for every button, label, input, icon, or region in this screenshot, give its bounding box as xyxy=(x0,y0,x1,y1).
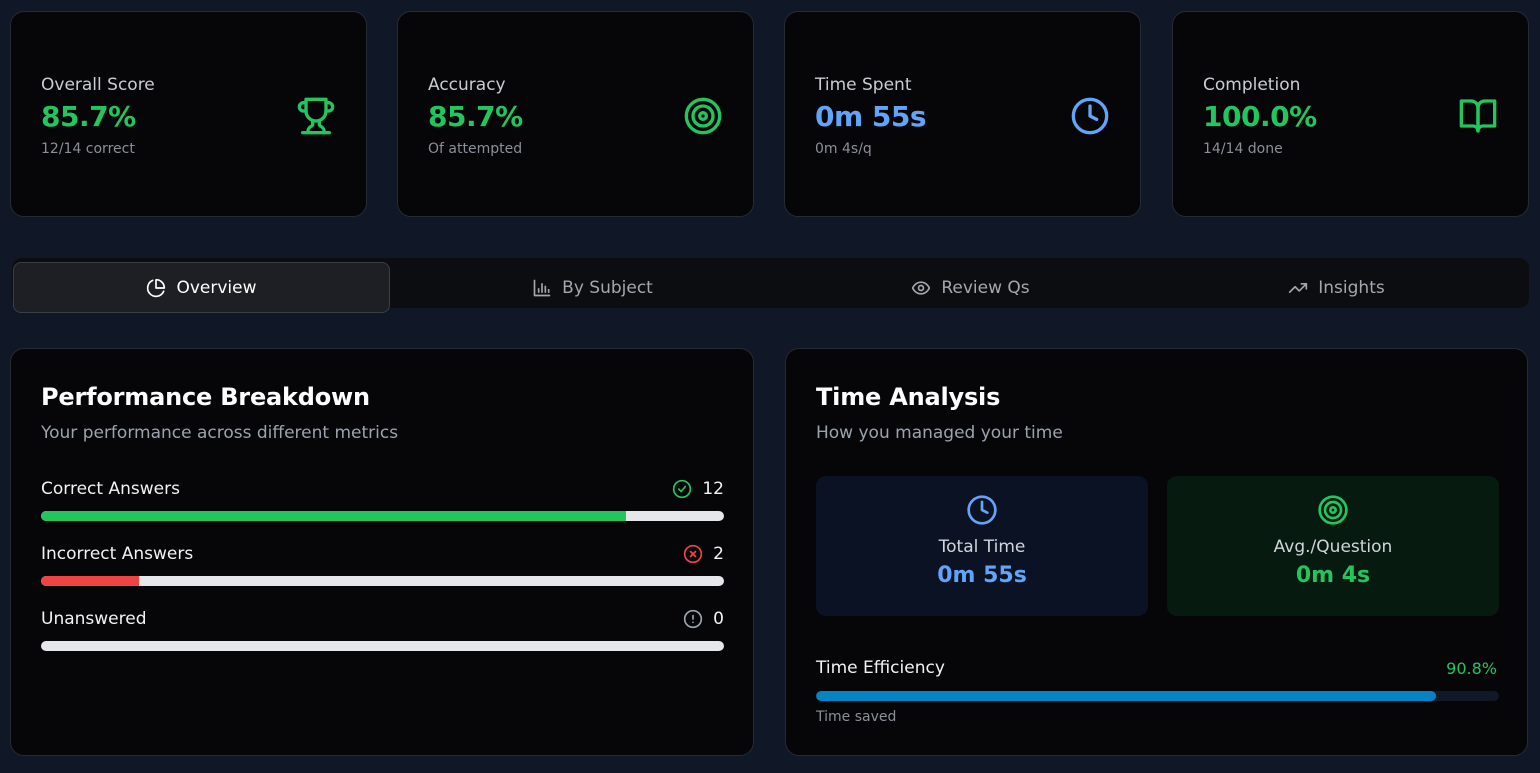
stat-value: 100.0% xyxy=(1203,100,1317,133)
stat-card-time-spent: Time Spent 0m 55s 0m 4s/q xyxy=(784,11,1141,217)
time-efficiency-bar xyxy=(816,691,1499,701)
metric-count: 2 xyxy=(713,544,724,564)
avg-question-label: Avg./Question xyxy=(1273,537,1393,557)
book-open-icon xyxy=(1459,99,1497,133)
stat-sub: Of attempted xyxy=(428,141,523,157)
stat-value: 0m 55s xyxy=(815,100,927,133)
tab-label: By Subject xyxy=(562,277,653,298)
time-efficiency-percent: 90.8% xyxy=(1446,659,1497,678)
avg-question-value: 0m 4s xyxy=(1295,563,1371,588)
metric-count-group: 2 xyxy=(683,544,724,564)
stat-value: 85.7% xyxy=(41,100,136,133)
clock-icon xyxy=(1071,97,1109,135)
metric-incorrect: Incorrect Answers 2 xyxy=(41,544,724,592)
tab-bar: Overview By Subject Review Qs Insights xyxy=(12,258,1529,313)
progress-fill xyxy=(41,511,627,521)
stat-label: Time Spent xyxy=(815,75,912,95)
stat-sub: 14/14 done xyxy=(1203,141,1283,157)
stat-sub: 12/14 correct xyxy=(41,141,135,157)
time-analysis-panel: Time Analysis How you managed your time … xyxy=(785,348,1528,756)
progress-bar xyxy=(41,511,724,521)
avg-question-box: Avg./Question 0m 4s xyxy=(1167,476,1499,616)
x-circle-icon xyxy=(684,544,703,564)
metric-count: 0 xyxy=(713,609,724,629)
stat-card-completion: Completion 100.0% 14/14 done xyxy=(1172,11,1529,217)
target-icon xyxy=(684,97,722,135)
performance-breakdown-panel: Performance Breakdown Your performance a… xyxy=(10,348,754,756)
time-efficiency-sub: Time saved xyxy=(816,709,897,725)
total-time-value: 0m 55s xyxy=(937,563,1027,588)
metric-count-group: 12 xyxy=(672,479,724,499)
metric-label: Incorrect Answers xyxy=(41,544,194,564)
stat-sub: 0m 4s/q xyxy=(815,141,872,157)
metric-unanswered: Unanswered 0 xyxy=(41,609,724,657)
time-efficiency-label: Time Efficiency xyxy=(816,658,945,678)
check-circle-icon xyxy=(673,479,692,499)
clock-icon xyxy=(967,495,997,525)
progress-fill xyxy=(41,576,139,586)
stat-card-overall-score: Overall Score 85.7% 12/14 correct xyxy=(10,11,367,217)
stat-value: 85.7% xyxy=(428,100,523,133)
metric-correct: Correct Answers 12 xyxy=(41,479,724,527)
tab-label: Overview xyxy=(176,277,257,298)
alert-circle-icon xyxy=(684,609,703,629)
total-time-label: Total Time xyxy=(938,537,1026,557)
tab-overview[interactable]: Overview xyxy=(13,262,390,313)
progress-bar xyxy=(41,641,724,651)
stat-label: Completion xyxy=(1203,75,1301,95)
tab-review-qs[interactable]: Review Qs xyxy=(782,262,1159,313)
tab-label: Insights xyxy=(1318,277,1385,298)
trophy-icon xyxy=(297,97,335,135)
metric-count: 12 xyxy=(702,479,724,499)
progress-bar xyxy=(41,576,724,586)
bar-chart-icon xyxy=(533,279,551,296)
stat-label: Accuracy xyxy=(428,75,506,95)
stat-card-accuracy: Accuracy 85.7% Of attempted xyxy=(397,11,754,217)
metric-label: Unanswered xyxy=(41,609,147,629)
tab-by-subject[interactable]: By Subject xyxy=(404,262,781,313)
panel-description: How you managed your time xyxy=(816,423,1063,443)
panel-title: Time Analysis xyxy=(816,383,1001,411)
tab-label: Review Qs xyxy=(941,277,1030,298)
metric-label: Correct Answers xyxy=(41,479,180,499)
target-icon xyxy=(1318,495,1348,525)
eye-icon xyxy=(912,280,931,295)
pie-chart-icon xyxy=(147,278,166,297)
panel-title: Performance Breakdown xyxy=(41,383,370,411)
total-time-box: Total Time 0m 55s xyxy=(816,476,1148,616)
time-efficiency-fill xyxy=(816,691,1437,701)
metric-count-group: 0 xyxy=(683,609,724,629)
trending-up-icon xyxy=(1289,282,1308,293)
tab-insights[interactable]: Insights xyxy=(1148,262,1525,313)
stat-label: Overall Score xyxy=(41,75,155,95)
panel-description: Your performance across different metric… xyxy=(41,423,399,443)
